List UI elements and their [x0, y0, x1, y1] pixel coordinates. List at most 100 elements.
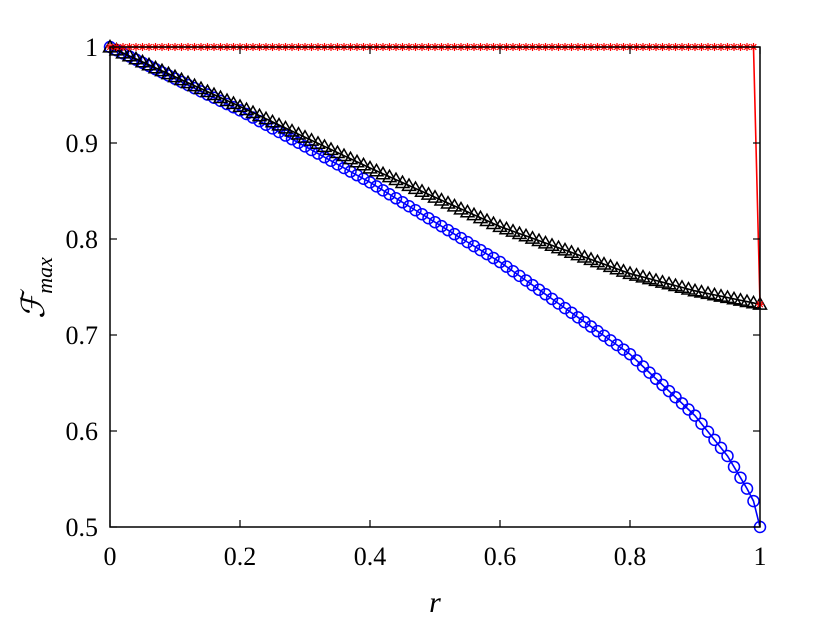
data-point-triangle	[680, 281, 697, 295]
data-point-triangle	[537, 234, 554, 249]
data-point-circle	[539, 288, 552, 301]
data-point-triangle	[453, 200, 469, 215]
data-point-triangle	[414, 183, 430, 198]
data-point-triangle	[544, 237, 560, 251]
data-point-triangle	[622, 265, 638, 280]
data-point-circle	[740, 482, 754, 495]
data-point-circle	[688, 409, 702, 422]
data-point-triangle	[368, 162, 385, 177]
data-point-circle	[578, 315, 591, 329]
data-point-triangle	[251, 107, 268, 122]
data-point-triangle	[557, 242, 573, 256]
data-point-triangle	[134, 53, 151, 68]
data-point-triangle	[186, 77, 203, 92]
data-point-triangle	[147, 59, 164, 74]
data-point-triangle	[303, 132, 320, 146]
data-point-triangle	[505, 223, 521, 237]
data-point-circle	[441, 223, 455, 237]
data-point-triangle	[206, 86, 222, 101]
data-point-circle	[428, 215, 442, 229]
data-point-triangle	[154, 62, 170, 77]
y-axis-label: ℱmax	[15, 257, 57, 319]
data-point-circle	[552, 297, 565, 310]
data-point-circle	[506, 265, 520, 278]
data-point-triangle	[440, 195, 456, 209]
data-point-circle	[500, 260, 513, 273]
data-point-triangle	[264, 113, 281, 128]
data-point-circle	[617, 343, 630, 356]
data-point-triangle	[108, 41, 125, 56]
data-point-triangle	[628, 267, 645, 281]
data-point-triangle	[349, 153, 365, 168]
data-point-circle	[383, 188, 396, 201]
data-point-circle	[461, 235, 474, 249]
data-point-circle	[376, 184, 390, 197]
series-star	[106, 43, 764, 309]
data-point-circle	[480, 247, 494, 261]
data-point-circle	[129, 53, 143, 66]
data-point-circle	[409, 203, 422, 217]
data-point-triangle	[479, 212, 495, 227]
data-point-triangle	[160, 65, 177, 80]
data-point-triangle	[485, 215, 502, 230]
data-point-circle	[708, 433, 721, 447]
data-point-triangle	[420, 186, 437, 200]
data-point-triangle	[115, 44, 131, 59]
data-point-triangle	[355, 156, 372, 171]
svg-text:ℱmax: ℱmax	[15, 257, 57, 319]
x-tick-label: 0.2	[224, 542, 257, 571]
data-point-circle	[532, 283, 546, 296]
data-point-triangle	[290, 126, 307, 140]
data-point-triangle	[433, 192, 450, 206]
data-point-circle	[467, 239, 481, 253]
data-point-triangle	[141, 56, 157, 71]
data-point-circle	[389, 192, 403, 205]
x-tick-label: 0.4	[354, 542, 387, 571]
data-point-triangle	[362, 159, 378, 174]
data-point-triangle	[401, 177, 417, 192]
data-point-circle	[435, 219, 448, 233]
data-point-triangle	[615, 263, 632, 277]
data-point-circle	[448, 227, 461, 241]
data-point-triangle	[329, 144, 346, 159]
data-point-triangle	[602, 258, 619, 273]
data-point-circle	[487, 251, 500, 265]
data-point-circle	[545, 292, 559, 306]
data-point-circle	[714, 441, 728, 455]
x-tick-label: 0.8	[614, 542, 647, 571]
data-point-triangle	[342, 150, 359, 165]
data-point-circle	[565, 306, 578, 319]
data-point-triangle	[212, 89, 229, 104]
data-point-triangle	[589, 253, 606, 268]
data-point-circle	[513, 269, 526, 283]
data-point-circle	[123, 50, 136, 63]
data-point-triangle	[518, 227, 534, 242]
data-point-triangle	[511, 225, 528, 240]
data-point-circle	[701, 425, 715, 439]
data-point-triangle	[492, 218, 508, 233]
data-point-triangle	[524, 230, 541, 244]
data-point-triangle	[375, 165, 391, 180]
data-point-triangle	[498, 220, 515, 235]
y-tick-label: 0.6	[66, 417, 99, 446]
y-tick-label: 0.8	[66, 225, 99, 254]
data-point-circle	[721, 449, 734, 463]
plot-frame	[109, 46, 761, 528]
data-point-triangle	[570, 246, 586, 261]
series-triangle	[102, 38, 768, 310]
data-point-circle	[493, 255, 507, 269]
data-point-triangle	[173, 71, 190, 86]
data-point-triangle	[641, 270, 658, 285]
ticks-layer: 0 0.2 0.4 0.6 0.8 1 0.5 0.6 0.7 0.8 0.9 1	[66, 33, 767, 571]
data-point-triangle	[180, 74, 196, 89]
data-point-circle	[558, 301, 572, 315]
data-point-triangle	[446, 198, 463, 212]
data-point-triangle	[381, 168, 398, 183]
data-point-triangle	[654, 274, 671, 288]
data-point-triangle	[407, 180, 424, 195]
data-point-circle	[324, 154, 338, 168]
data-point-circle	[597, 329, 611, 343]
data-point-circle	[363, 176, 377, 189]
data-point-circle	[422, 211, 435, 225]
data-point-circle	[415, 207, 429, 221]
